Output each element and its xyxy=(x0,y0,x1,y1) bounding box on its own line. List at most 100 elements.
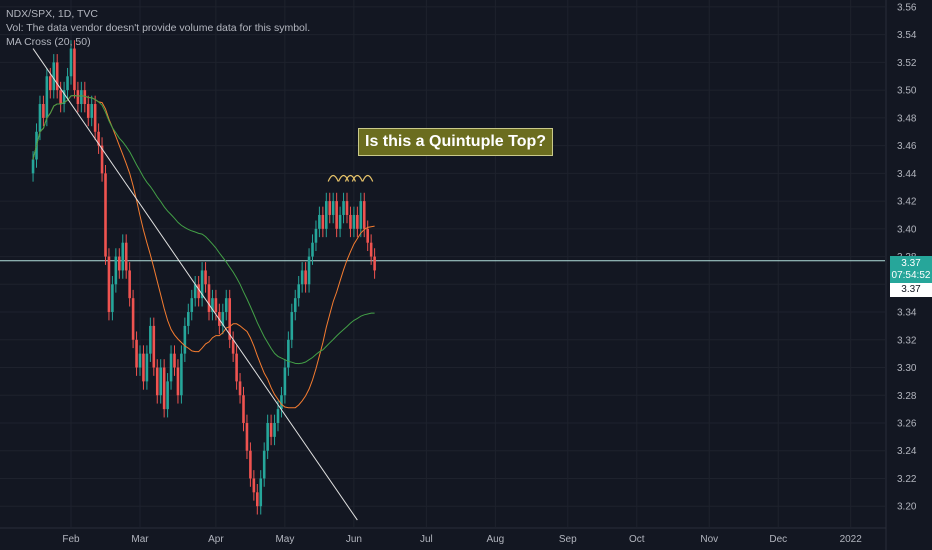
candle-body xyxy=(62,90,66,105)
candle xyxy=(345,192,349,224)
time-tick-Dec: Dec xyxy=(769,534,787,545)
price-tick-3.54: 3.54 xyxy=(897,30,917,41)
price-tick-3.20: 3.20 xyxy=(897,502,917,513)
candle-body xyxy=(297,284,300,299)
candle-body xyxy=(256,492,259,507)
candle-body xyxy=(124,242,128,271)
candle-body xyxy=(111,284,114,313)
candle xyxy=(131,289,135,349)
candle-body xyxy=(155,367,159,396)
time-tick-Sep: Sep xyxy=(559,534,577,545)
candle-body xyxy=(211,298,214,313)
candle xyxy=(111,275,114,321)
price-tick-3.28: 3.28 xyxy=(897,391,917,402)
ma-fast-line xyxy=(32,94,375,409)
price-tick-3.50: 3.50 xyxy=(897,86,917,97)
price-tick-3.26: 3.26 xyxy=(897,418,917,429)
candle-body xyxy=(86,104,90,118)
candle-body xyxy=(59,90,62,105)
time-tick-May: May xyxy=(275,534,294,545)
candle xyxy=(128,262,131,307)
price-tick-3.32: 3.32 xyxy=(897,335,917,346)
candle-body xyxy=(138,353,142,368)
candle-body xyxy=(207,284,211,313)
candle xyxy=(207,275,211,321)
candle-body xyxy=(152,325,156,368)
candle xyxy=(352,206,356,238)
candle-body xyxy=(314,228,318,243)
candle-body xyxy=(31,159,35,174)
price-tick-3.42: 3.42 xyxy=(897,197,917,208)
candle-body xyxy=(335,201,338,229)
candle xyxy=(149,317,152,362)
top-arc xyxy=(362,174,374,182)
candle-body xyxy=(149,325,152,354)
time-tick-Jun: Jun xyxy=(346,534,362,545)
candles-layer xyxy=(31,40,376,515)
candle-body xyxy=(293,298,297,313)
candle xyxy=(256,484,259,515)
candle xyxy=(121,234,125,279)
candle-body xyxy=(169,353,173,382)
candle xyxy=(342,192,345,224)
candle-body xyxy=(221,312,225,326)
candle-body xyxy=(318,214,321,229)
candle xyxy=(55,54,59,99)
time-tick-Nov: Nov xyxy=(700,534,718,545)
time-tick-Oct: Oct xyxy=(629,534,645,545)
candle xyxy=(135,331,138,376)
candle xyxy=(366,220,369,252)
time-axis[interactable]: Feb Mar Apr May Jun Jul Aug Sep Oct Nov Dec 2022 xyxy=(0,527,886,545)
candle xyxy=(311,234,314,265)
candle-body xyxy=(142,353,145,382)
candle xyxy=(335,192,338,238)
candle-body xyxy=(76,90,80,105)
candle xyxy=(211,289,214,321)
candle-body xyxy=(69,48,73,77)
candle-body xyxy=(249,450,252,479)
price-tick-3.30: 3.30 xyxy=(897,363,917,374)
candle xyxy=(86,95,90,127)
candle xyxy=(190,289,194,321)
legend-volume[interactable]: Vol: The data vendor doesn't provide vol… xyxy=(6,22,311,34)
candle-body xyxy=(242,395,245,423)
candle-body xyxy=(131,298,135,340)
candle-body xyxy=(45,76,49,118)
candle-body xyxy=(200,270,204,299)
candle xyxy=(180,345,183,404)
candle-body xyxy=(369,242,373,257)
candle xyxy=(52,54,56,99)
price-tick-3.34: 3.34 xyxy=(897,308,917,319)
candle xyxy=(304,262,307,293)
candle xyxy=(276,400,280,432)
candle-body xyxy=(135,339,138,368)
descending-trendline xyxy=(32,48,358,521)
candle-body xyxy=(273,422,276,437)
candle-body xyxy=(345,201,349,215)
time-tick-Mar: Mar xyxy=(131,534,149,545)
candle xyxy=(159,359,162,404)
candle xyxy=(73,40,76,99)
candle xyxy=(69,40,73,85)
candle-body xyxy=(187,312,190,326)
candle xyxy=(314,220,318,252)
legend-ma-cross[interactable]: MA Cross (20, 50) xyxy=(6,36,91,48)
candle xyxy=(197,275,200,307)
current-price-tag: 3.37 07:54:52 xyxy=(890,256,932,284)
candle-body xyxy=(159,367,162,396)
candle xyxy=(245,414,249,460)
candle xyxy=(238,373,242,404)
candle-body xyxy=(73,48,76,91)
top-arc xyxy=(327,174,339,182)
candle-body xyxy=(107,256,111,313)
candle-body xyxy=(362,201,366,229)
candle-body xyxy=(83,90,87,105)
top-arc xyxy=(351,174,363,182)
candle xyxy=(318,206,321,238)
annotation-callout[interactable]: Is this a Quintuple Top? xyxy=(358,128,554,156)
candle-body xyxy=(176,367,180,396)
legend-symbol[interactable]: NDX/SPX, 1D, TVC xyxy=(6,8,98,20)
candle xyxy=(62,81,66,113)
candle xyxy=(359,192,363,238)
